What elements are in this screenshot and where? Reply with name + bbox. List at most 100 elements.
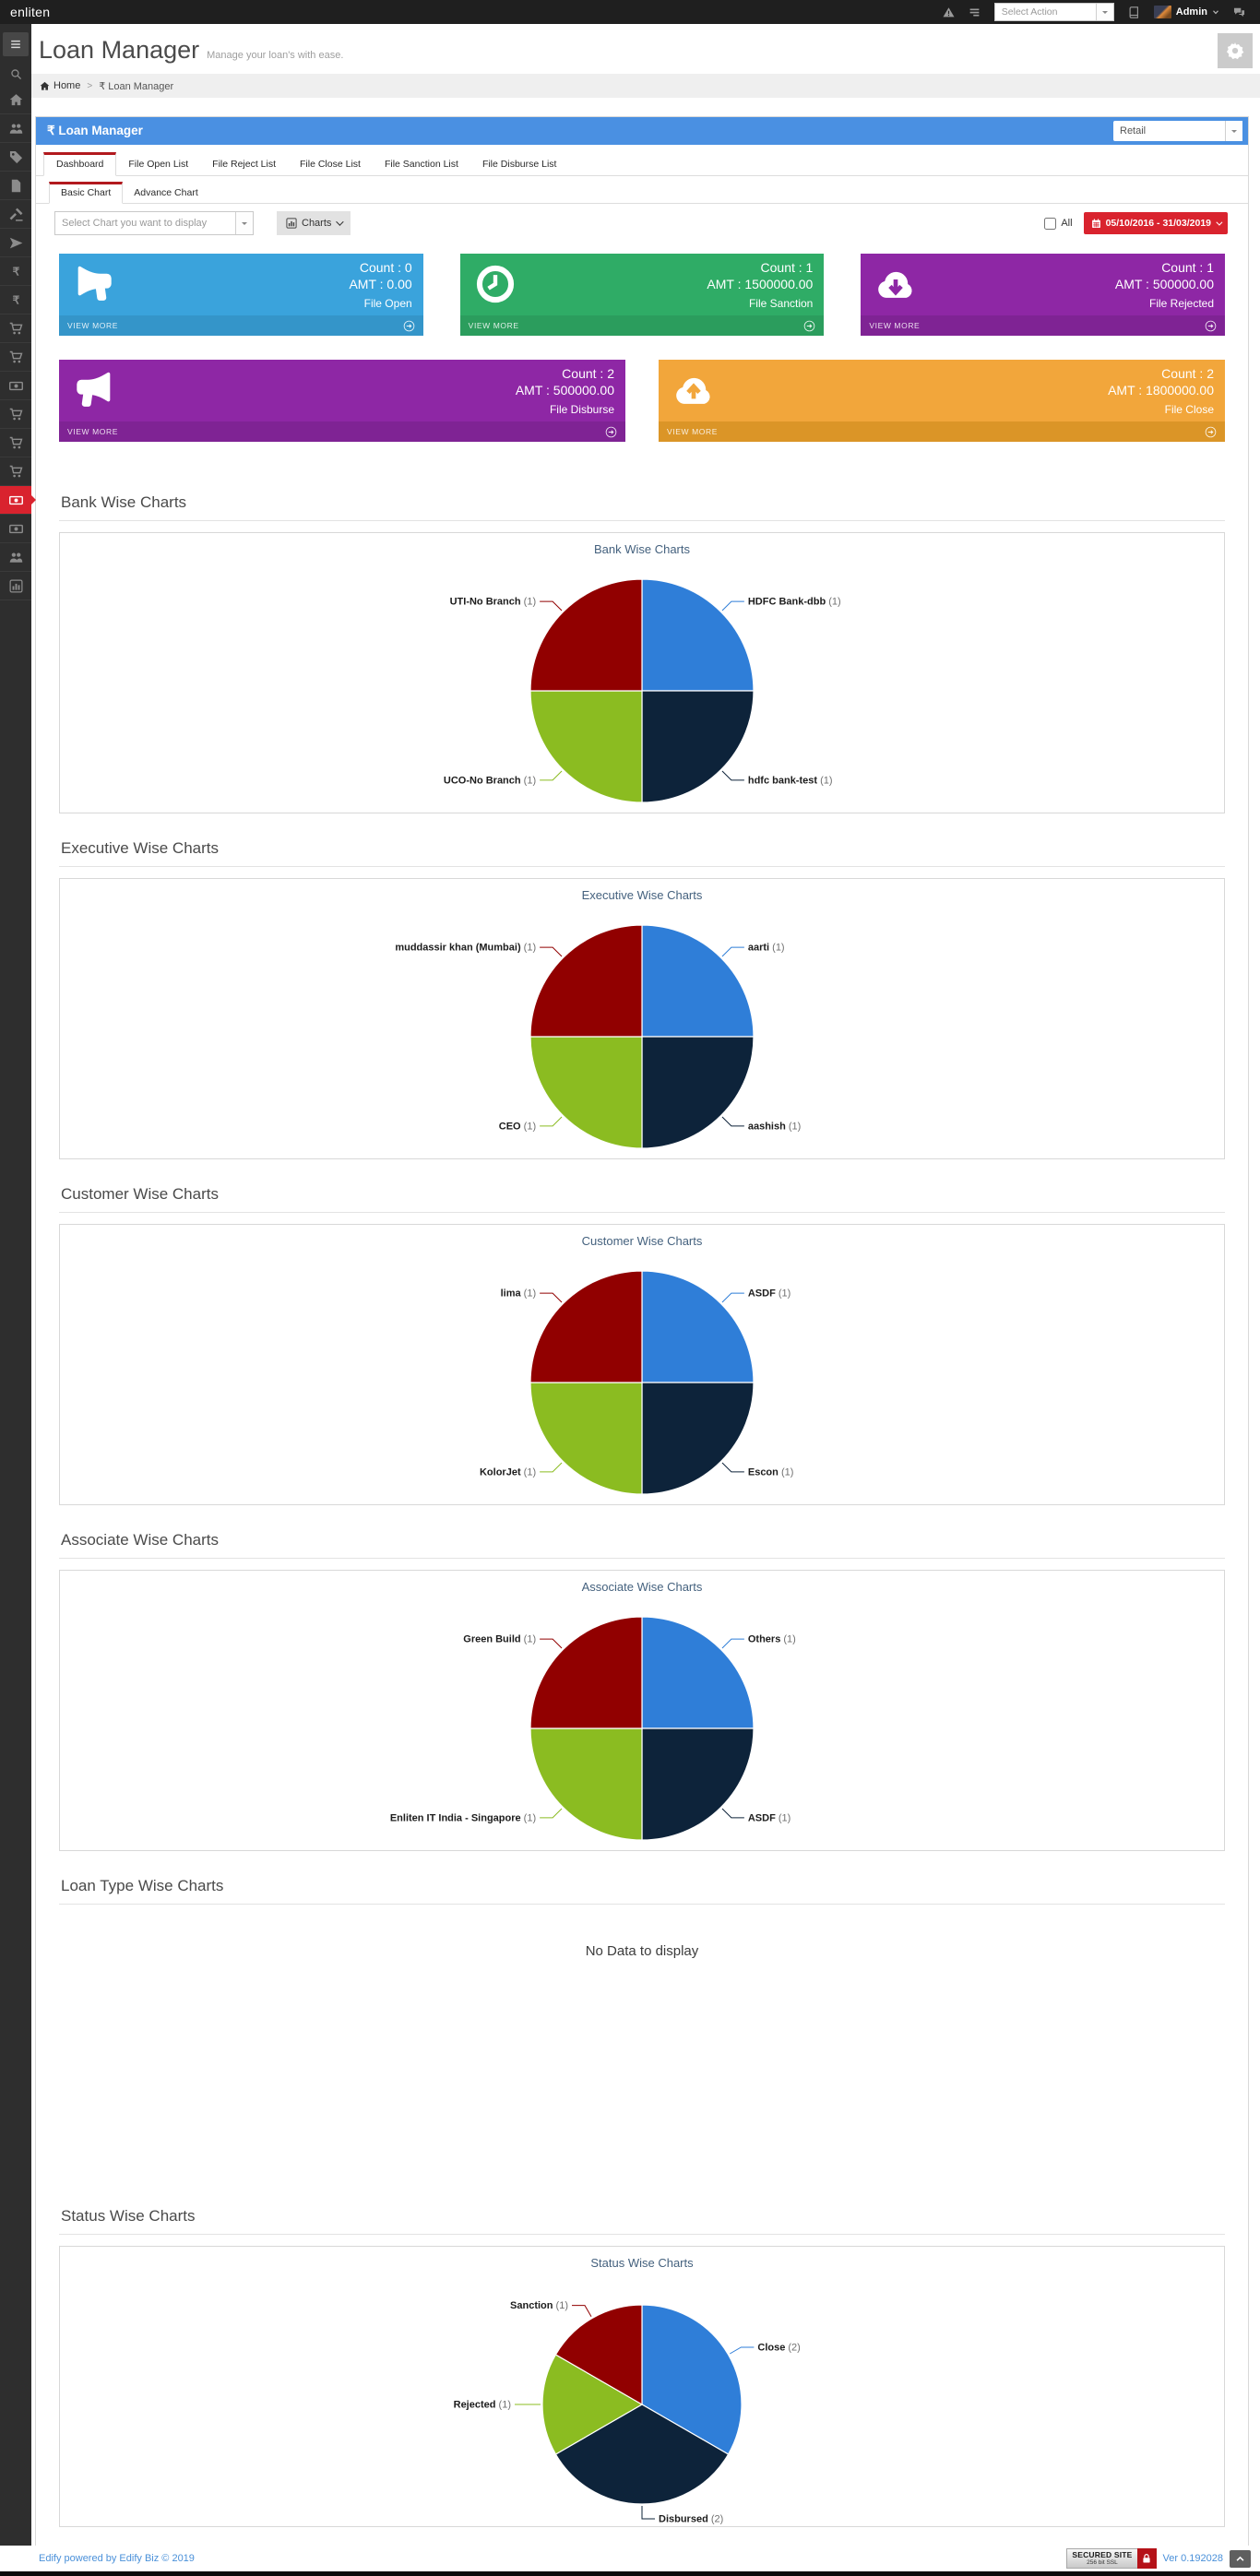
sidebar-item-user-groups[interactable] — [0, 543, 31, 572]
calendar-icon — [1091, 219, 1100, 228]
charts-dropdown-button[interactable]: Charts — [277, 211, 351, 235]
pie-slice-ceo[interactable] — [529, 1036, 643, 1149]
home-icon — [9, 93, 23, 107]
breadcrumb-home-link[interactable]: Home — [40, 80, 80, 91]
sidebar-item-cart-3[interactable] — [0, 400, 31, 429]
all-checkbox-label[interactable]: All — [1044, 217, 1073, 230]
select-action-dropdown[interactable]: Select Action — [993, 3, 1114, 21]
sidebar-item-travel[interactable] — [0, 229, 31, 257]
pie-slice-kolorjet[interactable] — [529, 1382, 643, 1495]
view-more-link[interactable]: VIEW MORE — [667, 427, 718, 436]
cart-icon — [9, 408, 23, 421]
pie-slice-escon[interactable] — [641, 1382, 755, 1495]
tile-count: Count : 1 — [760, 260, 814, 275]
date-range-value: 05/10/2016 - 31/03/2019 — [1105, 218, 1211, 229]
pie-label-connector — [540, 600, 563, 611]
tile-footer: VIEW MORE — [861, 315, 1226, 336]
sidebar-item-legal[interactable] — [0, 200, 31, 229]
sidebar-item-loan-manager[interactable] — [0, 486, 36, 515]
arrow-right-circle-icon[interactable] — [1205, 426, 1217, 438]
logbook-icon[interactable] — [1128, 6, 1140, 18]
subtab-advance-chart[interactable]: Advance Chart — [134, 187, 198, 198]
sidebar-item-finance-1[interactable]: ₹ — [0, 257, 31, 286]
pie-slice-green-build[interactable] — [529, 1616, 643, 1729]
scroll-to-top-button[interactable] — [1230, 2549, 1251, 2568]
view-more-link[interactable]: VIEW MORE — [869, 321, 921, 330]
sidebar-search-icon[interactable] — [0, 62, 31, 86]
pie-slice-sanction[interactable] — [554, 2304, 643, 2406]
tile-label: File Close — [1164, 403, 1214, 416]
sidebar-item-payments-2[interactable] — [0, 515, 31, 543]
pie-label: hdfc bank-test (1) — [748, 775, 833, 786]
user-menu[interactable]: Admin — [1153, 6, 1219, 18]
pie-label: Green Build (1) — [463, 1634, 536, 1645]
chart-title: Customer Wise Charts — [581, 1234, 703, 1248]
chevron-down-icon — [1216, 219, 1223, 226]
category-select[interactable]: Retail — [1113, 121, 1242, 141]
footer-credit-link[interactable]: Edify powered by Edify Biz © 2019 — [39, 2553, 195, 2564]
tile-amount: AMT : 1500000.00 — [707, 276, 814, 291]
tab-file-sanction-list[interactable]: File Sanction List — [384, 159, 458, 170]
sidebar-item-payments-1[interactable] — [0, 372, 31, 400]
arrow-right-circle-icon[interactable] — [803, 320, 815, 332]
pie-slice-others[interactable] — [641, 1616, 755, 1729]
pie-slice-uti-no-branch[interactable] — [529, 578, 643, 692]
sidebar-item-finance-2[interactable]: ₹ — [0, 286, 31, 315]
pie-slice-lima[interactable] — [529, 1270, 643, 1383]
sidebar-item-cart-1[interactable] — [0, 315, 31, 343]
sidebar-item-users[interactable] — [0, 114, 31, 143]
sidebar-item-cart-5[interactable] — [0, 457, 31, 486]
tile-label: File Disburse — [549, 403, 614, 416]
tab-file-close-list[interactable]: File Close List — [300, 159, 361, 170]
tile-file-sanction: Count : 1 AMT : 1500000.00 File Sanction VI… — [459, 254, 825, 336]
pie-slice-uco-no-branch[interactable] — [529, 690, 643, 803]
pie-slice-disbursed[interactable] — [554, 2404, 730, 2505]
sidebar-item-cart-4[interactable] — [0, 429, 31, 457]
sidebar-item-home[interactable] — [0, 86, 31, 114]
topbar-actions: Select Action Admin — [943, 3, 1260, 21]
activity-list-icon[interactable] — [969, 6, 981, 18]
chart-select[interactable]: Select Chart you want to display — [54, 211, 254, 235]
pie-slice-close[interactable] — [641, 2304, 743, 2455]
sidebar-item-cart-2[interactable] — [0, 343, 31, 372]
pie-slice-aarti[interactable] — [641, 924, 755, 1038]
all-checkbox[interactable] — [1044, 217, 1057, 230]
select-action-value: Select Action — [1001, 6, 1058, 18]
view-more-link[interactable]: VIEW MORE — [67, 321, 118, 330]
tab-file-open-list[interactable]: File Open List — [128, 159, 189, 170]
view-more-link[interactable]: VIEW MORE — [468, 321, 519, 330]
chart-title: Associate Wise Charts — [581, 1580, 703, 1594]
users-icon — [9, 122, 23, 136]
sidebar-toggle-button[interactable] — [3, 32, 29, 56]
sidebar-item-tags[interactable] — [0, 143, 31, 172]
megaphone-icon — [74, 264, 114, 307]
subtab-basic-chart[interactable]: Basic Chart — [49, 182, 124, 204]
pie-slice-rejected[interactable] — [541, 2354, 644, 2455]
arrow-right-circle-icon[interactable] — [605, 426, 617, 438]
tab-file-reject-list[interactable]: File Reject List — [212, 159, 277, 170]
date-range-button[interactable]: 05/10/2016 - 31/03/2019 — [1083, 212, 1228, 234]
chart-select-placeholder: Select Chart you want to display — [62, 218, 208, 229]
sidebar-item-documents[interactable] — [0, 172, 31, 200]
view-more-link[interactable]: VIEW MORE — [67, 427, 118, 436]
tab-file-disburse-list[interactable]: File Disburse List — [481, 159, 557, 170]
sidebar-item-reports[interactable] — [0, 572, 31, 600]
pie-slice-aashish[interactable] — [641, 1036, 755, 1149]
pie-slice-enliten-it-india-singapore[interactable] — [529, 1727, 643, 1841]
arrow-right-circle-icon[interactable] — [403, 320, 415, 332]
alert-triangle-icon[interactable] — [943, 6, 955, 18]
pie-slice-hdfc-bank-test[interactable] — [641, 690, 755, 803]
pie-slice-muddassir-khan-mumbai[interactable] — [529, 924, 643, 1038]
tab-dashboard[interactable]: Dashboard — [43, 152, 117, 176]
pie-slice-asdf[interactable] — [641, 1727, 755, 1841]
chat-icon[interactable] — [1233, 6, 1245, 18]
pie-slice-asdf[interactable] — [641, 1270, 755, 1383]
app-logo[interactable]: enliten — [10, 5, 51, 19]
arrow-right-circle-icon[interactable] — [1205, 320, 1217, 332]
settings-gear-button[interactable] — [1218, 33, 1253, 68]
pie-label-connector — [540, 1808, 563, 1819]
pie-slice-hdfc-bank-dbb[interactable] — [641, 578, 755, 692]
pie-label-connector — [540, 1638, 563, 1649]
tile-label: File Open — [363, 297, 412, 310]
